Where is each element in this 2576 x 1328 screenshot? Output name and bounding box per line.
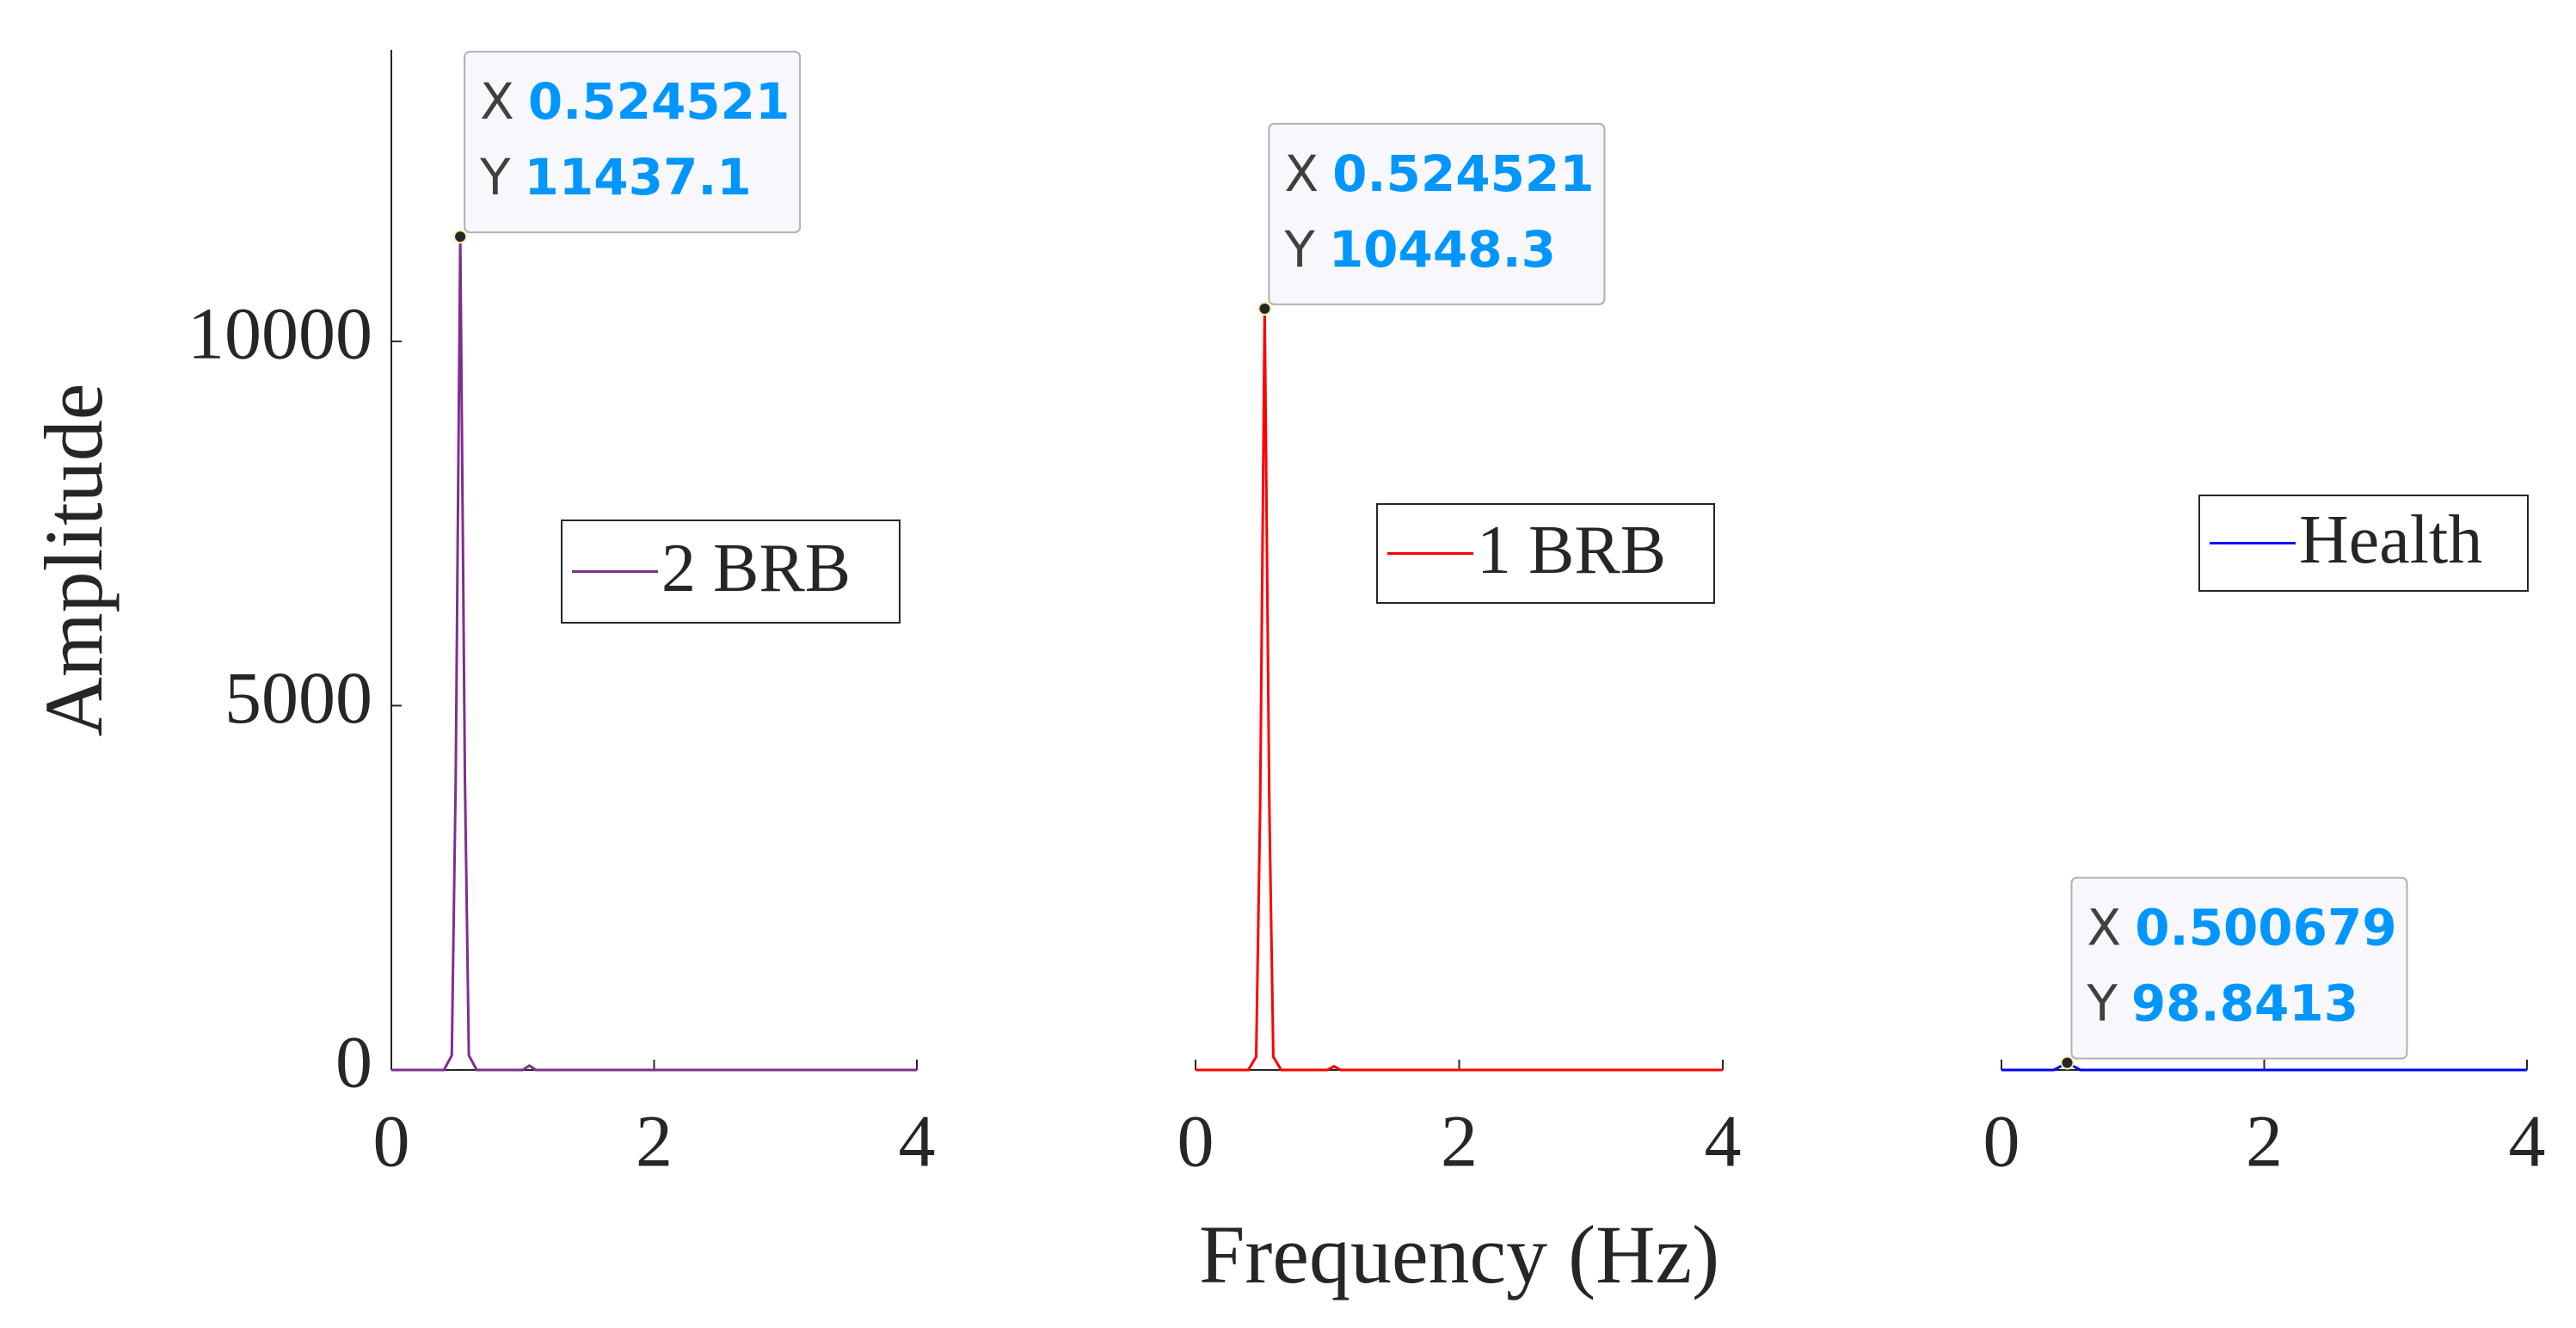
x-tick-label: 0 [1983, 1100, 2020, 1183]
datatip-row: X 0.524521 [1284, 144, 1594, 203]
datatip-row: Y 11437.1 [479, 148, 752, 206]
x-tick-label: 0 [1177, 1100, 1214, 1183]
datatip-x-value: 0.524521 [1332, 144, 1595, 203]
legend-label: 1 BRB [1477, 513, 1666, 588]
x-tick-label: 0 [373, 1100, 410, 1183]
datatip-point [2060, 1055, 2075, 1070]
datatip-box [2070, 876, 2408, 1060]
datatip-y-value: 11437.1 [525, 148, 752, 206]
x-tick-label: 2 [636, 1100, 673, 1183]
series-line [1196, 308, 1723, 1072]
datatip-y-label: Y [2086, 974, 2118, 1033]
y-tick-label: 0 [335, 1021, 372, 1104]
datatip-box [464, 51, 802, 234]
datatip-x-value: 0.524521 [528, 72, 790, 131]
x-tick-label: 4 [899, 1100, 936, 1183]
datatip-y-label: Y [1283, 220, 1315, 279]
x-tick-label: 4 [1705, 1100, 1742, 1183]
datatip-point [1257, 301, 1272, 316]
datatip-row: X 0.524521 [480, 72, 790, 131]
datatip-y-value: 98.8413 [2131, 974, 2358, 1033]
x-tick-label: 2 [2246, 1100, 2283, 1183]
datatip-x-value: 0.500679 [2135, 899, 2397, 957]
x-tick-label: 2 [1441, 1100, 1478, 1183]
datatip-row: X 0.500679 [2087, 899, 2396, 957]
datatip-row: Y 98.8413 [2086, 974, 2358, 1033]
series-line [391, 237, 917, 1072]
datatip-box [1268, 122, 1606, 305]
datatip-x-label: X [1284, 144, 1319, 203]
y-axis-label: Amplitude [28, 384, 120, 737]
datatip-y-label: Y [479, 148, 511, 206]
legend-label: 2 BRB [661, 531, 851, 606]
datatip-y-value: 10448.3 [1329, 220, 1556, 279]
x-tick-label: 4 [2509, 1100, 2546, 1183]
legend-label: Health [2299, 502, 2482, 578]
datatip-x-label: X [2087, 899, 2121, 957]
x-axis-label: Frequency (Hz) [1199, 1208, 1719, 1300]
datatip-point [453, 230, 468, 244]
datatip-x-label: X [480, 72, 514, 131]
datatip-row: Y 10448.3 [1283, 220, 1556, 279]
y-tick-label: 10000 [188, 292, 372, 375]
y-tick-label: 5000 [224, 656, 372, 739]
